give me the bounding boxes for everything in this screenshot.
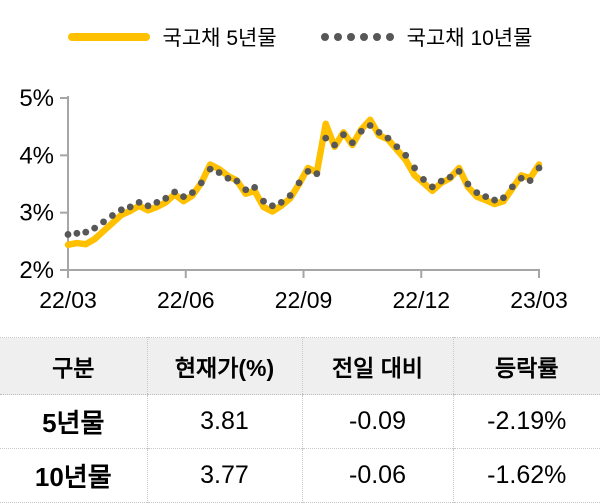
- table-header-row: 구분 현재가(%) 전일 대비 등락률: [0, 337, 600, 395]
- solid-line-marker: [67, 33, 150, 41]
- header-current-rate: 현재가(%): [146, 337, 302, 395]
- svg-text:5%: 5%: [19, 85, 54, 112]
- change-pct-10y: -1.62%: [452, 448, 600, 503]
- table-row-10y: 10년물 3.77 -0.06 -1.62%: [0, 448, 600, 503]
- dotted-line-marker: [320, 33, 394, 41]
- header-category: 구분: [0, 337, 147, 395]
- current-rate-10y: 3.77: [146, 448, 302, 503]
- svg-text:22/06: 22/06: [157, 287, 215, 313]
- current-rate-5y: 3.81: [146, 394, 302, 449]
- svg-text:23/03: 23/03: [510, 287, 568, 313]
- svg-text:22/09: 22/09: [275, 287, 333, 313]
- chart-legend: 국고채 5년물 국고채 10년물: [0, 22, 600, 52]
- svg-text:3%: 3%: [19, 200, 54, 227]
- daily-change-5y: -0.09: [301, 394, 453, 449]
- table-row-5y: 5년물 3.81 -0.09 -2.19%: [0, 394, 600, 449]
- daily-change-10y: -0.06: [301, 448, 453, 503]
- svg-text:2%: 2%: [19, 257, 54, 284]
- row-label-5y: 5년물: [42, 408, 105, 438]
- svg-text:4%: 4%: [19, 142, 54, 169]
- row-label-10y: 10년물: [0, 448, 147, 503]
- legend-label-5y: 국고채 5년물: [162, 27, 277, 50]
- header-daily-change: 전일 대비: [301, 337, 453, 395]
- bond-summary-table: 구분 현재가(%) 전일 대비 등락률 5년물 3.81 -0.09 -2.19…: [0, 337, 600, 503]
- legend-item-10y: 국고채 10년물: [320, 22, 533, 52]
- header-change-pct: 등락률: [452, 337, 600, 395]
- legend-label-10y: 국고채 10년물: [406, 27, 533, 50]
- svg-text:22/12: 22/12: [392, 287, 450, 313]
- legend-item-5y: 국고채 5년물: [67, 22, 277, 52]
- bond-yield-chart: 5% 4% 3% 2% 22/03 22/06 22/09 22/12 23/03: [19, 85, 568, 313]
- svg-text:22/03: 22/03: [39, 287, 97, 313]
- change-pct-5y: -2.19%: [452, 394, 600, 449]
